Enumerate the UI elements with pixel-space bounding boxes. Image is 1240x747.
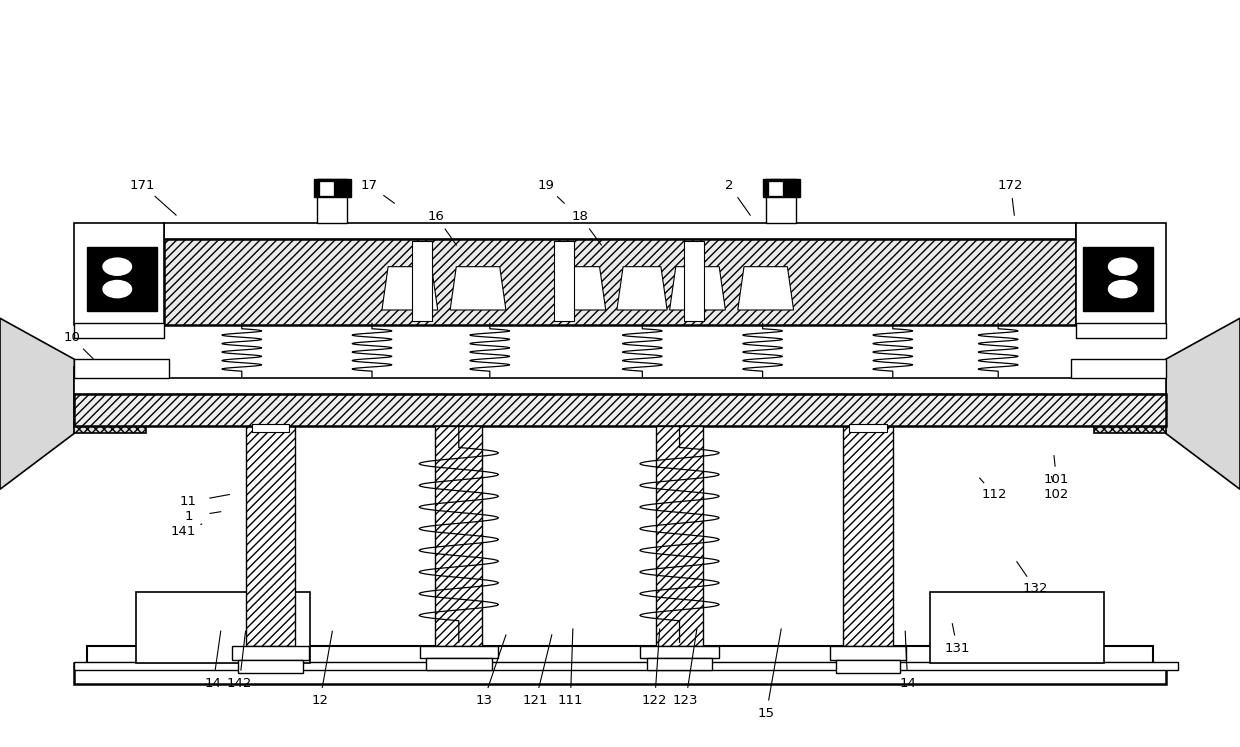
Text: 132: 132 <box>1023 582 1048 595</box>
Text: 141: 141 <box>171 525 196 539</box>
Bar <box>87 247 157 311</box>
Bar <box>74 323 164 338</box>
Bar <box>74 663 1166 684</box>
Circle shape <box>103 280 131 298</box>
Bar <box>252 424 289 432</box>
Polygon shape <box>618 267 667 310</box>
Bar <box>435 426 482 646</box>
Circle shape <box>1109 280 1137 298</box>
Bar <box>314 179 351 197</box>
Text: 121: 121 <box>523 694 548 707</box>
Text: 10: 10 <box>63 331 81 344</box>
Bar <box>684 241 704 321</box>
Polygon shape <box>1166 318 1240 489</box>
Polygon shape <box>0 318 74 489</box>
Bar <box>164 239 1076 325</box>
Circle shape <box>1109 258 1137 276</box>
Bar <box>427 658 491 670</box>
Bar <box>74 223 164 325</box>
Bar <box>320 182 334 195</box>
Bar <box>232 646 309 660</box>
Text: 11: 11 <box>180 495 197 509</box>
Text: 15: 15 <box>758 707 775 720</box>
Bar <box>769 182 782 195</box>
Bar <box>74 359 169 378</box>
Bar <box>647 658 713 670</box>
Bar <box>87 646 1153 663</box>
Bar <box>74 662 1178 670</box>
Bar <box>74 378 1166 394</box>
Text: 171: 171 <box>130 179 155 192</box>
Bar <box>1076 223 1166 325</box>
Bar <box>1076 323 1166 338</box>
Bar <box>763 179 800 197</box>
Bar <box>1094 367 1166 433</box>
Bar <box>1071 359 1166 378</box>
Text: 122: 122 <box>642 694 667 707</box>
Text: 14: 14 <box>899 677 916 690</box>
Text: 12: 12 <box>311 694 329 707</box>
Text: 131: 131 <box>945 642 970 655</box>
Bar <box>246 426 295 646</box>
Text: 112: 112 <box>982 488 1007 501</box>
Bar <box>238 660 303 673</box>
Text: 1: 1 <box>185 510 192 524</box>
Text: 2: 2 <box>725 179 733 192</box>
Text: 19: 19 <box>537 179 554 192</box>
Bar <box>74 367 146 433</box>
Text: 111: 111 <box>558 694 583 707</box>
Polygon shape <box>382 267 438 310</box>
Text: 142: 142 <box>227 677 252 690</box>
Text: 102: 102 <box>1044 488 1069 501</box>
Polygon shape <box>738 267 794 310</box>
Text: 101: 101 <box>1044 473 1069 486</box>
Bar <box>136 592 310 663</box>
Text: 17: 17 <box>361 179 378 192</box>
Bar <box>930 592 1104 663</box>
Text: 14: 14 <box>205 677 222 690</box>
Polygon shape <box>670 267 725 310</box>
Text: 18: 18 <box>572 210 589 223</box>
Bar <box>849 424 887 432</box>
Text: 13: 13 <box>475 694 492 707</box>
Bar <box>656 426 703 646</box>
Bar <box>74 394 1166 426</box>
Bar <box>830 646 906 660</box>
Text: 16: 16 <box>428 210 445 223</box>
Bar <box>419 646 498 658</box>
Bar <box>836 660 900 673</box>
Bar <box>412 241 432 321</box>
Bar <box>641 646 719 658</box>
Polygon shape <box>450 267 506 310</box>
Bar <box>317 179 347 223</box>
Polygon shape <box>556 267 605 310</box>
Circle shape <box>103 258 131 276</box>
Text: 172: 172 <box>998 179 1023 192</box>
Bar <box>766 179 796 223</box>
Bar <box>843 426 893 646</box>
Bar <box>164 223 1076 239</box>
Bar <box>1083 247 1153 311</box>
Text: 123: 123 <box>673 694 698 707</box>
Bar <box>554 241 574 321</box>
